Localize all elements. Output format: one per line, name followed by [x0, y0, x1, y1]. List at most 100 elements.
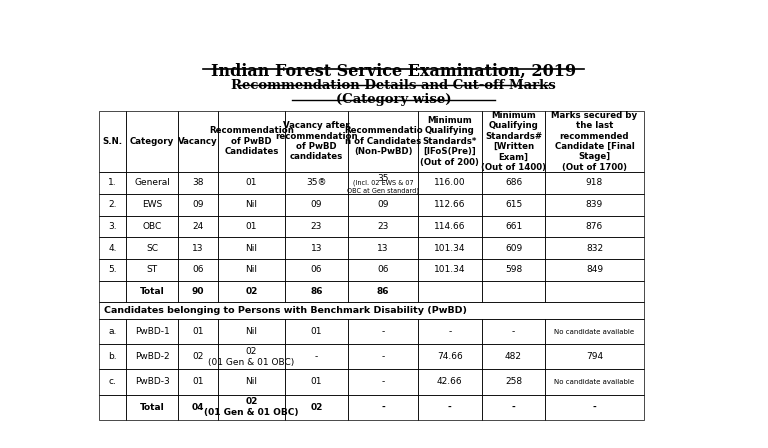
Bar	[127, 319, 178, 344]
Bar	[99, 194, 127, 215]
Text: Nil: Nil	[245, 265, 257, 274]
Bar	[285, 319, 349, 344]
Bar	[349, 259, 418, 281]
Bar	[545, 111, 644, 172]
Text: EWS: EWS	[142, 200, 162, 209]
Bar	[349, 215, 418, 237]
Bar	[178, 395, 218, 420]
Bar	[349, 395, 418, 420]
Bar	[218, 215, 285, 237]
Text: Marks secured by
the last
recommended
Candidate [Final
Stage]
(Out of 1700): Marks secured by the last recommended Ca…	[551, 111, 637, 172]
Text: 13: 13	[377, 244, 389, 253]
Text: 06: 06	[192, 265, 204, 274]
Text: 74.66: 74.66	[437, 352, 463, 361]
Text: -: -	[512, 327, 515, 336]
Bar	[99, 370, 127, 395]
Text: b.: b.	[108, 352, 117, 361]
Text: S.N.: S.N.	[103, 137, 123, 146]
Text: 90: 90	[192, 287, 204, 296]
Text: 114.66: 114.66	[434, 222, 465, 231]
Text: 23: 23	[311, 222, 323, 231]
Text: 09: 09	[311, 200, 323, 209]
Text: 86: 86	[310, 287, 323, 296]
Text: 06: 06	[377, 265, 389, 274]
Text: (Incl. 02 EWS & 07
OBC at Gen standard): (Incl. 02 EWS & 07 OBC at Gen standard)	[347, 180, 419, 194]
Text: 01: 01	[192, 378, 204, 387]
Text: Nil: Nil	[245, 244, 257, 253]
Text: 482: 482	[505, 352, 522, 361]
Bar	[349, 237, 418, 259]
Bar	[99, 281, 127, 302]
Text: 13: 13	[311, 244, 323, 253]
Bar	[349, 319, 418, 344]
Text: Recommendatio
n of Candidates
(Non-PwBD): Recommendatio n of Candidates (Non-PwBD)	[344, 126, 422, 156]
Bar	[545, 395, 644, 420]
Bar	[178, 237, 218, 259]
Bar	[349, 370, 418, 395]
Text: 01: 01	[311, 327, 323, 336]
Bar	[218, 259, 285, 281]
Text: c.: c.	[109, 378, 117, 387]
Bar	[178, 319, 218, 344]
Bar	[218, 344, 285, 370]
Bar	[285, 344, 349, 370]
Text: Total: Total	[140, 287, 164, 296]
Text: 258: 258	[505, 378, 522, 387]
Bar	[482, 319, 545, 344]
Text: 4.: 4.	[108, 244, 117, 253]
Text: -: -	[382, 352, 385, 361]
Text: -: -	[315, 352, 318, 361]
Text: ST: ST	[147, 265, 157, 274]
Bar	[349, 111, 418, 172]
Text: 101.34: 101.34	[434, 265, 465, 274]
Bar	[285, 370, 349, 395]
Text: Vacancy after
recommendation
of PwBD
candidates: Vacancy after recommendation of PwBD can…	[275, 121, 358, 161]
Bar	[178, 215, 218, 237]
Bar	[418, 259, 482, 281]
Text: 35®: 35®	[306, 178, 326, 187]
Text: Minimum
Qualifying
Standards*
[IFoS(Pre)]
(Out of 200): Minimum Qualifying Standards* [IFoS(Pre)…	[420, 116, 479, 167]
Text: 24: 24	[193, 222, 204, 231]
Bar	[349, 194, 418, 215]
Bar	[418, 237, 482, 259]
Text: 04: 04	[192, 403, 204, 412]
Bar	[545, 370, 644, 395]
Bar	[99, 111, 127, 172]
Bar	[545, 194, 644, 215]
Bar	[482, 370, 545, 395]
Text: Recommendation Details and Cut-off Marks: Recommendation Details and Cut-off Marks	[231, 78, 556, 91]
Text: 5.: 5.	[108, 265, 117, 274]
Bar	[418, 281, 482, 302]
Text: 839: 839	[586, 200, 603, 209]
Bar	[545, 319, 644, 344]
Bar	[545, 344, 644, 370]
Bar	[218, 111, 285, 172]
Text: -: -	[449, 327, 452, 336]
Text: 661: 661	[505, 222, 522, 231]
Bar	[418, 370, 482, 395]
Bar	[285, 281, 349, 302]
Bar	[99, 395, 127, 420]
Bar	[285, 237, 349, 259]
Bar	[178, 370, 218, 395]
Text: 02: 02	[193, 352, 204, 361]
Bar	[99, 319, 127, 344]
Bar	[178, 172, 218, 194]
Bar	[349, 281, 418, 302]
Bar	[178, 111, 218, 172]
Text: PwBD-1: PwBD-1	[135, 327, 170, 336]
Bar	[218, 237, 285, 259]
Text: Indian Forest Service Examination, 2019: Indian Forest Service Examination, 2019	[211, 62, 576, 79]
Text: (Category wise): (Category wise)	[336, 93, 452, 106]
Text: Candidates belonging to Persons with Benchmark Disability (PwBD): Candidates belonging to Persons with Ben…	[104, 306, 467, 315]
Bar	[545, 172, 644, 194]
Text: -: -	[381, 403, 385, 412]
Text: 876: 876	[586, 222, 603, 231]
Text: 2.: 2.	[108, 200, 117, 209]
Text: 832: 832	[586, 244, 603, 253]
Text: 1.: 1.	[108, 178, 117, 187]
Text: Category: Category	[130, 137, 174, 146]
Bar	[285, 215, 349, 237]
Text: 116.00: 116.00	[434, 178, 465, 187]
Text: Total: Total	[140, 403, 164, 412]
